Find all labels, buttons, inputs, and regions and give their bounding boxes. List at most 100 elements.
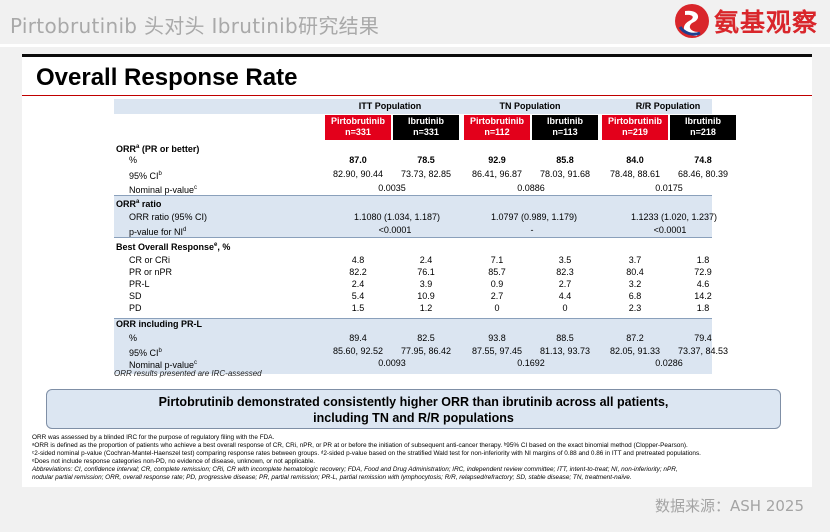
data-source: 数据来源：ASH 2025 [654,497,804,515]
table-divider [114,318,712,319]
orr-ci-label: 95% CIb [129,171,162,181]
bor-value: 6.8 [628,291,642,301]
ratio-value: 1.1233 (1.020, 1.237) [630,212,718,222]
arm-header-pirtobrutinib-tn: Pirtobrutinib n=112 [464,115,530,140]
footnote-abbreviations: Abbreviations: CI, confidence interval; … [32,466,678,473]
orr-section-title: ORRa (PR or better) [116,144,200,154]
bor-value: 3.7 [628,255,642,265]
ratio-pval-value: - [530,225,534,235]
prl-ci-value: 82.05, 91.33 [609,346,661,356]
bor-value: 4.8 [351,255,365,265]
bor-value: 3.2 [628,279,642,289]
bor-value: 0.9 [490,279,504,289]
prl-pval-value: 0.0286 [655,358,683,368]
bor-value: 1.5 [351,303,365,313]
irc-note: ORR results presented are IRC-assessed [114,369,262,378]
ratio-pval-value: <0.0001 [378,225,412,235]
prl-pct-label: % [129,333,138,343]
bor-value: 72.9 [694,267,712,277]
orr-pval-value: 0.0035 [378,183,406,193]
prl-pct-value: 82.5 [417,333,435,343]
brand-logo-icon [674,4,709,38]
orr-pval-value: 0.0886 [517,183,545,193]
orr-pval-value: 0.0175 [655,183,683,193]
ratio-value: 1.0797 (0.989, 1.179) [490,212,578,222]
prl-ci-value: 81.13, 93.73 [539,346,591,356]
prl-ci-value: 73.37, 84.53 [677,346,729,356]
brand: 氨基观察 [672,2,818,40]
bor-value: 1.2 [419,303,433,313]
orr-pct-value: 78.5 [417,155,435,165]
orr-pct-value: 87.0 [349,155,367,165]
footnote: ᶜ2-sided nominal p-value (Cochran-Mantel… [32,450,701,457]
bor-row-label: PR or nPR [129,267,173,277]
population-itt: ITT Population [358,101,422,111]
page-title: Pirtobrutinib 头对头 Ibrutinib研究结果 [10,14,380,38]
orr-pval-label: Nominal p-valuec [129,185,198,195]
bor-value: 4.6 [696,279,710,289]
orr-table: ITT Population TN Population R/R Populat… [114,99,736,374]
bor-row-label: PD [129,303,142,313]
brand-name: 氨基观察 [713,8,818,37]
prl-ci-value: 85.60, 92.52 [332,346,384,356]
bor-row-label: CR or CRi [129,255,171,265]
ratio-section-band [114,195,712,237]
footnote: ᵃORR is defined as the proportion of pat… [32,442,688,449]
population-rr: R/R Population [635,101,701,111]
bor-value: 1.8 [696,303,710,313]
orr-pct-value: 84.0 [626,155,644,165]
bor-value: 2.4 [351,279,365,289]
arm-header-pirtobrutinib-itt: Pirtobrutinib n=331 [325,115,391,140]
bor-value: 10.9 [417,291,435,301]
bor-value: 0 [562,303,568,313]
bor-value: 7.1 [490,255,504,265]
ratio-section-title: ORRa ratio [116,199,162,209]
header-divider [0,44,830,47]
bor-value: 3.9 [419,279,433,289]
orr-ci-value: 86.41, 96.87 [471,169,523,179]
bor-value: 80.4 [626,267,644,277]
bor-value: 14.2 [694,291,712,301]
orr-pct-value: 85.8 [556,155,574,165]
bor-value: 0 [494,303,500,313]
callout-line: Pirtobrutinib demonstrated consistently … [158,395,669,409]
bor-value: 1.8 [696,255,710,265]
arm-header-ibrutinib-rr: Ibrutinib n=218 [670,115,736,140]
arm-header-pirtobrutinib-rr: Pirtobrutinib n=219 [602,115,668,140]
prl-section-band [114,318,712,374]
bor-value: 82.2 [349,267,367,277]
prl-pval-value: 0.0093 [378,358,406,368]
orr-ci-value: 78.48, 88.61 [609,169,661,179]
bor-value: 85.7 [488,267,506,277]
bor-value: 2.7 [558,279,572,289]
callout-line: including TN and R/R populations [313,411,514,425]
bor-row-label: PR-L [129,279,150,289]
bor-value: 2.4 [419,255,433,265]
arm-header-ibrutinib-itt: Ibrutinib n=331 [393,115,459,140]
footnote-abbreviations: nodular partial remission; ORR, overall … [32,474,632,481]
orr-pct-value: 92.9 [488,155,506,165]
prl-ci-value: 77.95, 86.42 [400,346,452,356]
prl-pct-value: 87.2 [626,333,644,343]
prl-pval-label: Nominal p-valuec [129,360,198,370]
bor-value: 4.4 [558,291,572,301]
bor-value: 82.3 [556,267,574,277]
ratio-pval-value: <0.0001 [653,225,687,235]
bor-value: 2.3 [628,303,642,313]
prl-pct-value: 89.4 [349,333,367,343]
prl-pct-value: 88.5 [556,333,574,343]
orr-ci-value: 73.73, 82.85 [400,169,452,179]
table-divider [114,237,712,238]
slide-title: Overall Response Rate [36,64,298,91]
ratio-value: 1.1080 (1.034, 1.187) [353,212,441,222]
table-divider [114,195,712,196]
bor-value: 76.1 [417,267,435,277]
orr-ci-value: 68.46, 80.39 [677,169,729,179]
prl-pval-value: 0.1692 [517,358,545,368]
footnote: ᵉDoes not include response categories no… [32,458,316,465]
orr-pct-value: 74.8 [694,155,712,165]
table-header-band [114,99,712,114]
prl-ci-label: 95% CIb [129,348,162,358]
prl-pct-value: 79.4 [694,333,712,343]
population-tn: TN Population [499,101,561,111]
